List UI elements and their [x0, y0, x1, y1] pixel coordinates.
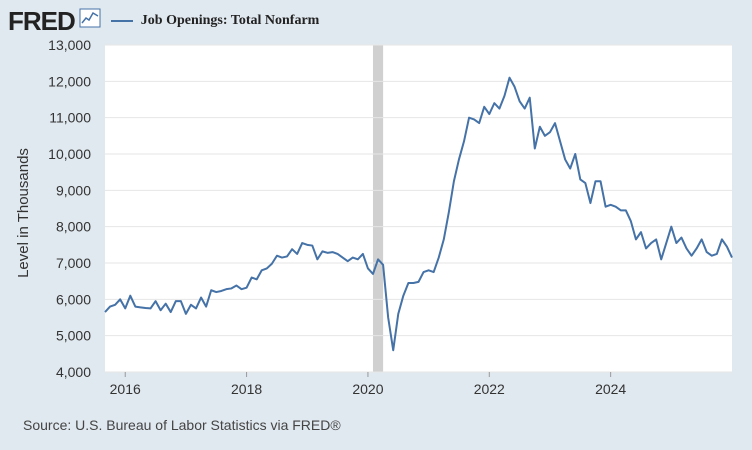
x-tick-label: 2024 — [595, 381, 626, 397]
x-axis: 2016 2018 2020 2022 2024 — [110, 372, 626, 397]
y-tick-label: 10,000 — [48, 146, 91, 162]
series-line — [104, 76, 733, 352]
series-layer — [104, 76, 733, 352]
y-tick-label: 9,000 — [56, 182, 91, 198]
legend-label: Job Openings: Total Nonfarm — [140, 13, 320, 28]
graph-icon — [79, 8, 101, 33]
y-tick-label: 4,000 — [56, 364, 91, 380]
y-tick-label: 5,000 — [56, 328, 91, 344]
legend-swatch — [110, 20, 133, 22]
x-tick-label: 2020 — [352, 381, 383, 397]
y-tick-label: 6,000 — [56, 291, 91, 307]
y-tick-label: 7,000 — [56, 255, 91, 271]
y-axis: 4,000 5,000 6,000 7,000 8,000 9,000 10,000 11,0… — [48, 37, 91, 380]
source-note: Source: U.S. Bureau of Labor Statistics … — [23, 417, 341, 433]
y-tick-label: 13,000 — [48, 37, 91, 53]
recession-shading-layer — [372, 45, 384, 372]
y-tick-label: 12,000 — [48, 73, 91, 89]
y-tick-label: 8,000 — [56, 219, 91, 235]
recession-band — [372, 45, 384, 372]
plot-area — [105, 45, 732, 372]
y-axis-title: Level in Thousands — [15, 148, 32, 278]
x-tick-label: 2018 — [231, 381, 262, 397]
x-tick-label: 2022 — [474, 381, 505, 397]
chart-header: FRED Job Openings: Total Nonfarm — [8, 6, 319, 36]
line-chart[interactable]: 4,000 5,000 6,000 7,000 8,000 9,000 10,000 11,0… — [0, 0, 752, 410]
y-tick-label: 11,000 — [49, 110, 91, 126]
legend-item: Job Openings: Total Nonfarm — [110, 13, 320, 29]
x-tick-label: 2016 — [110, 381, 141, 397]
fred-logo[interactable]: FRED — [8, 6, 76, 36]
grid-lines — [105, 44, 732, 373]
